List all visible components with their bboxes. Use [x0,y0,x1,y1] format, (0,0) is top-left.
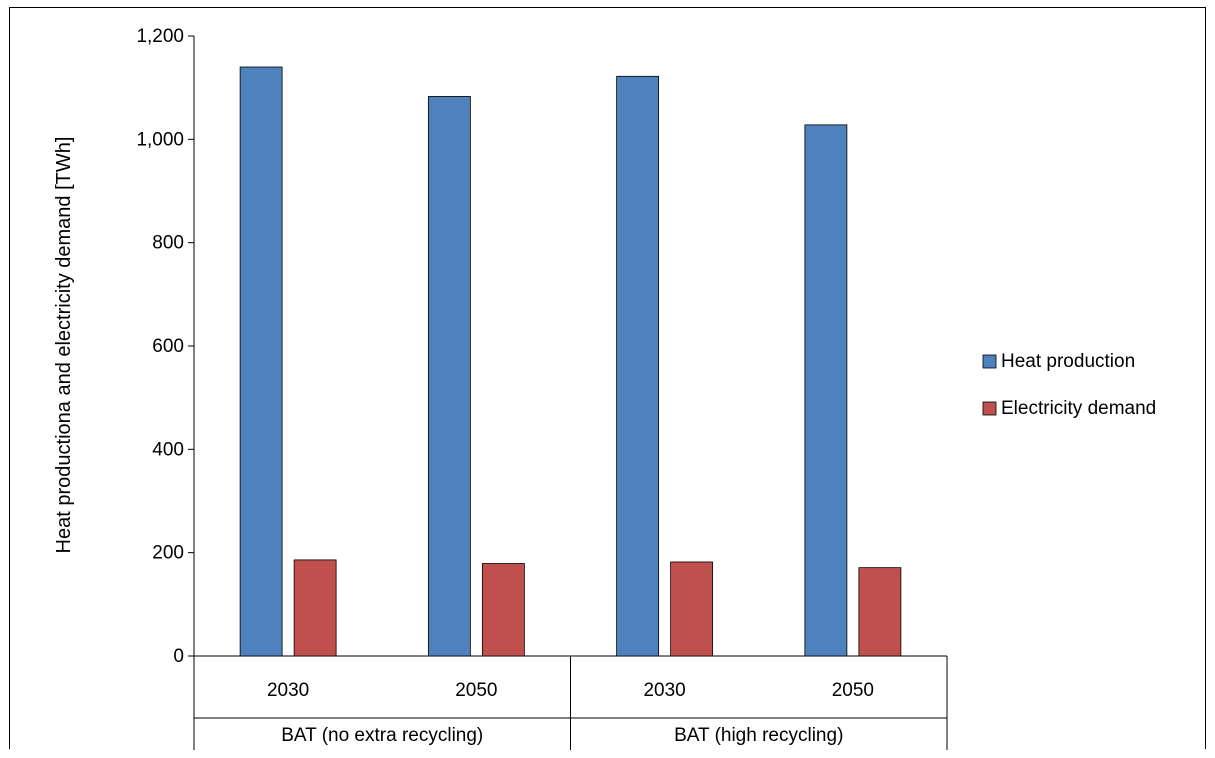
y-tick-label: 600 [152,336,184,357]
bar-electricity-demand-3 [858,567,902,657]
y-axis-title-group: Heat productiona and electricity demand … [53,137,75,554]
plot-area: 0 200 400 600 800 1,000 1,200 2030 2050 2030 2050 B… [136,26,948,750]
bar-electricity-demand-1 [481,563,525,657]
y-tick-label: 1,200 [136,26,184,47]
bar-electricity-demand-0 [293,559,337,657]
x-category-label: 2050 [455,680,497,701]
legend-label-heat-production: Heat production [1001,351,1135,372]
y-axis-title: Heat productiona and electricity demand … [53,137,75,554]
bar-heat-production-0 [239,66,283,657]
bar-heat-production-1 [427,96,471,657]
y-tick-label: 200 [152,543,184,564]
x-category-label: 2030 [643,680,685,701]
x-category-label: 2030 [267,680,309,701]
y-tick-label: 1,000 [136,129,184,150]
bar-electricity-demand-2 [670,561,714,657]
x-group-label: BAT (no extra recycling) [281,725,483,746]
legend-swatch-heat-production [982,354,997,369]
legend-swatch-electricity-demand [982,401,997,416]
bar-heat-production-2 [616,75,660,657]
legend-label-electricity-demand: Electricity demand [1001,398,1156,419]
legend: Heat production Electricity demand [982,351,1156,419]
bar-heat-production-3 [804,124,848,657]
x-group-label: BAT (high recycling) [674,725,843,746]
y-tick-label: 400 [152,439,184,460]
y-tick-label: 0 [173,646,184,667]
x-category-label: 2050 [832,680,874,701]
y-tick-label: 800 [152,233,184,254]
chart-frame [9,7,1206,749]
